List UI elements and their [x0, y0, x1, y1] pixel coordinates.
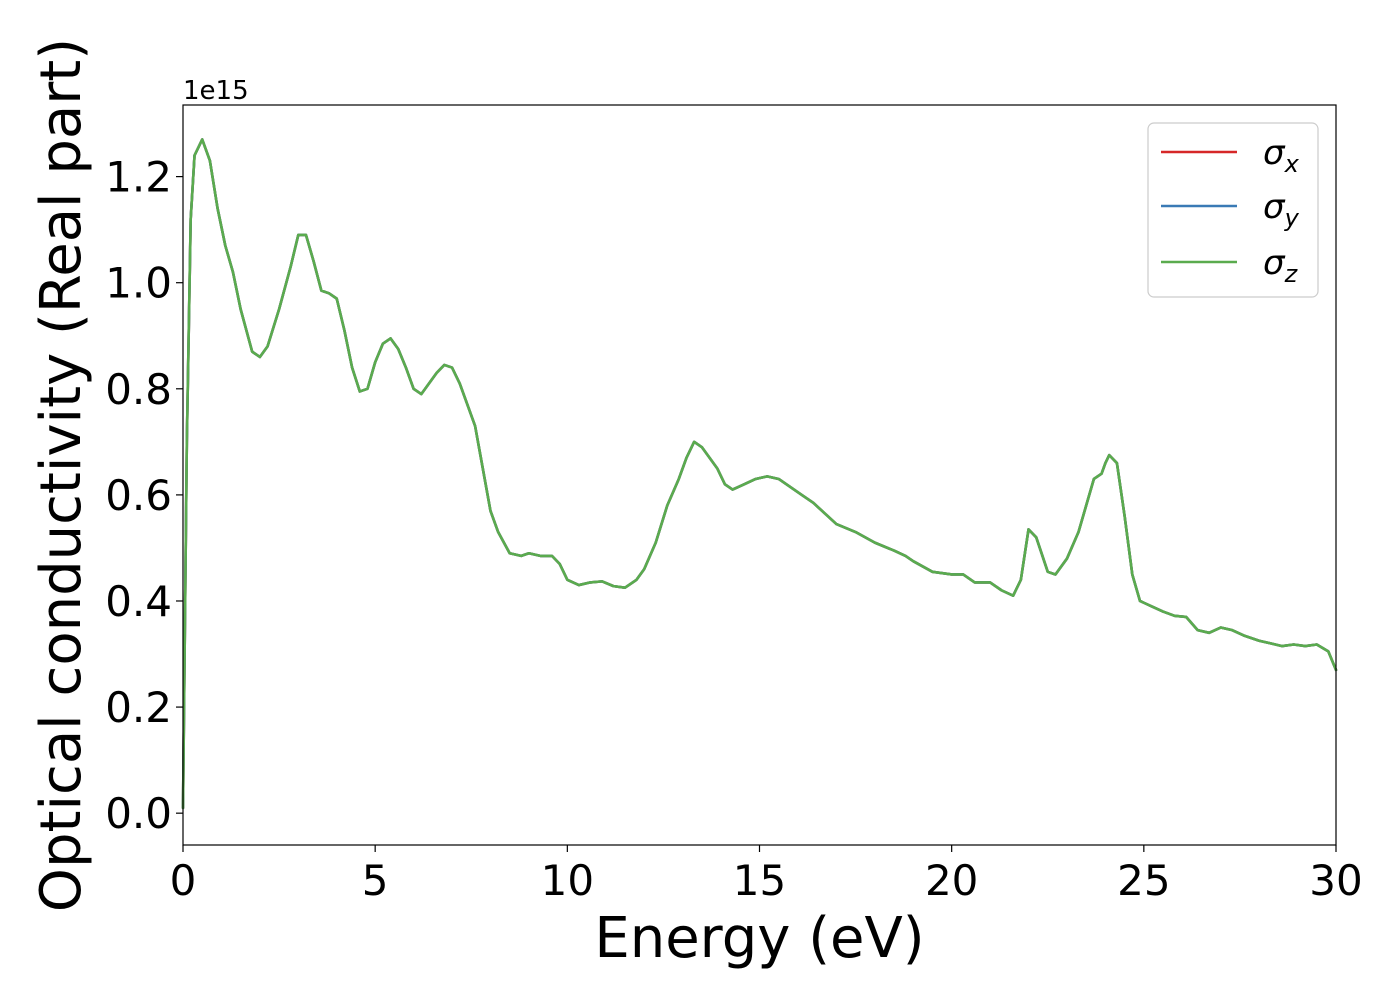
legend-label-2: σy [1263, 187, 1300, 232]
y-axis: 0.0 0.2 0.4 0.6 0.8 1.0 1.2 [105, 153, 183, 838]
x-tick-label: 5 [362, 856, 389, 905]
x-tick-label: 30 [1309, 856, 1362, 905]
y-tick-label: 0.4 [105, 577, 172, 626]
x-tick-label: 20 [925, 856, 978, 905]
legend-label-subscript: x [1284, 150, 1300, 178]
legend-label-symbol: σ [1263, 243, 1286, 283]
x-tick-label: 0 [170, 856, 197, 905]
y-tick-label: 1.2 [105, 153, 172, 202]
legend-label-symbol: σ [1263, 187, 1286, 227]
x-tick-label: 10 [541, 856, 594, 905]
y-axis-label: Optical conductivity (Real part) [29, 38, 94, 912]
legend-label-subscript: y [1284, 204, 1300, 232]
y-tick-label: 0.8 [105, 365, 172, 414]
legend-label-symbol: σ [1263, 133, 1286, 173]
x-tick-label: 25 [1117, 856, 1170, 905]
legend-label-subscript: z [1284, 260, 1299, 288]
y-tick-label: 0.6 [105, 471, 172, 520]
series-layer [181, 138, 1338, 810]
series-line-3 [181, 138, 1338, 810]
legend-frame [1147, 122, 1319, 298]
y-tick-label: 0.0 [105, 789, 172, 838]
x-axis: 0 5 10 15 20 25 30 [170, 845, 1363, 905]
y-offset-label: 1e15 [183, 76, 249, 106]
y-tick-label: 1.0 [105, 259, 172, 308]
legend-label-1: σx [1263, 133, 1300, 178]
y-tick-label: 0.2 [105, 683, 172, 732]
x-axis-label: Energy (eV) [594, 906, 924, 971]
legend-label-3: σz [1263, 243, 1299, 288]
x-tick-label: 15 [733, 856, 786, 905]
